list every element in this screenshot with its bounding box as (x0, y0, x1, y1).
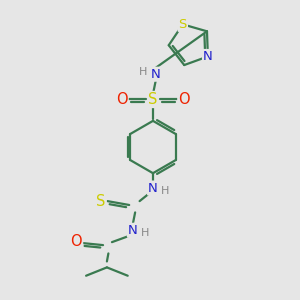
Text: S: S (178, 18, 187, 31)
Text: O: O (70, 234, 82, 249)
Text: O: O (116, 92, 128, 107)
Text: H: H (161, 186, 169, 196)
Text: H: H (141, 228, 149, 238)
Text: S: S (148, 92, 158, 107)
Text: S: S (96, 194, 106, 208)
Text: N: N (148, 182, 158, 194)
Text: N: N (151, 68, 161, 81)
Text: N: N (128, 224, 138, 237)
Text: H: H (139, 67, 147, 77)
Text: N: N (203, 50, 213, 63)
Text: O: O (178, 92, 190, 107)
